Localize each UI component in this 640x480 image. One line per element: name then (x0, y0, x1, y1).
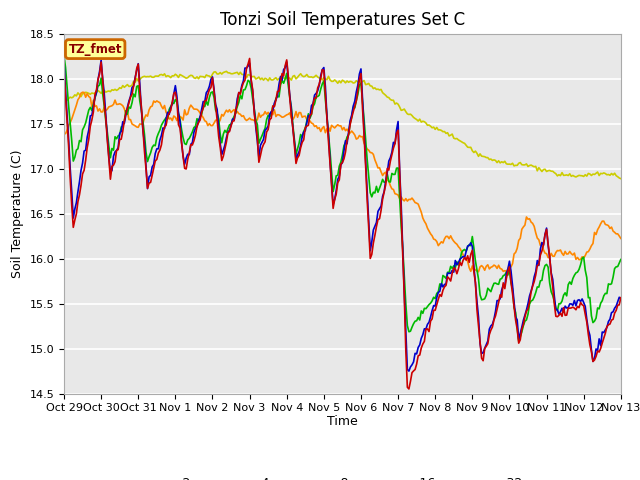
-32cm (76, 92, 83, 97)
-2cm (246, 56, 253, 61)
-2cm (76, 192, 83, 198)
-4cm (97, 57, 105, 63)
-8cm (396, 194, 403, 200)
Line: -2cm: -2cm (64, 59, 621, 389)
-2cm (164, 114, 172, 120)
-8cm (377, 181, 385, 187)
-16cm (475, 269, 483, 275)
-8cm (76, 138, 83, 144)
-32cm (617, 176, 625, 181)
-16cm (617, 236, 625, 241)
Title: Tonzi Soil Temperatures Set C: Tonzi Soil Temperatures Set C (220, 11, 465, 29)
-2cm (405, 386, 413, 392)
-8cm (515, 338, 523, 344)
-8cm (408, 324, 416, 330)
X-axis label: Time: Time (327, 415, 358, 428)
-32cm (397, 108, 405, 113)
Line: -32cm: -32cm (64, 72, 621, 179)
-32cm (223, 69, 230, 74)
-32cm (410, 115, 417, 120)
-16cm (165, 116, 173, 122)
-32cm (379, 90, 387, 96)
-2cm (412, 367, 419, 372)
-16cm (79, 89, 86, 95)
-2cm (617, 295, 625, 300)
-2cm (379, 196, 387, 202)
-16cm (410, 197, 417, 203)
-4cm (60, 58, 68, 64)
-2cm (397, 214, 405, 219)
-8cm (164, 116, 172, 121)
-2cm (552, 313, 559, 319)
-4cm (412, 350, 419, 356)
-4cm (76, 179, 83, 185)
Line: -8cm: -8cm (64, 55, 621, 341)
Y-axis label: Soil Temperature (C): Soil Temperature (C) (11, 149, 24, 278)
-16cm (552, 250, 559, 255)
-4cm (397, 202, 405, 207)
Line: -4cm: -4cm (64, 60, 621, 371)
-8cm (550, 299, 558, 304)
Legend: -2cm, -4cm, -8cm, -16cm, -32cm: -2cm, -4cm, -8cm, -16cm, -32cm (138, 472, 547, 480)
-16cm (76, 95, 83, 100)
-4cm (405, 368, 413, 374)
-4cm (379, 193, 387, 199)
Text: TZ_fmet: TZ_fmet (68, 43, 122, 56)
-32cm (164, 73, 172, 79)
-8cm (60, 52, 68, 58)
-4cm (165, 111, 173, 117)
-4cm (617, 296, 625, 302)
-4cm (552, 306, 559, 312)
-16cm (379, 173, 387, 179)
-32cm (550, 170, 558, 176)
-16cm (397, 194, 405, 200)
-2cm (60, 65, 68, 71)
Line: -16cm: -16cm (64, 92, 621, 272)
-32cm (60, 98, 68, 104)
-8cm (617, 257, 625, 263)
-16cm (60, 131, 68, 136)
